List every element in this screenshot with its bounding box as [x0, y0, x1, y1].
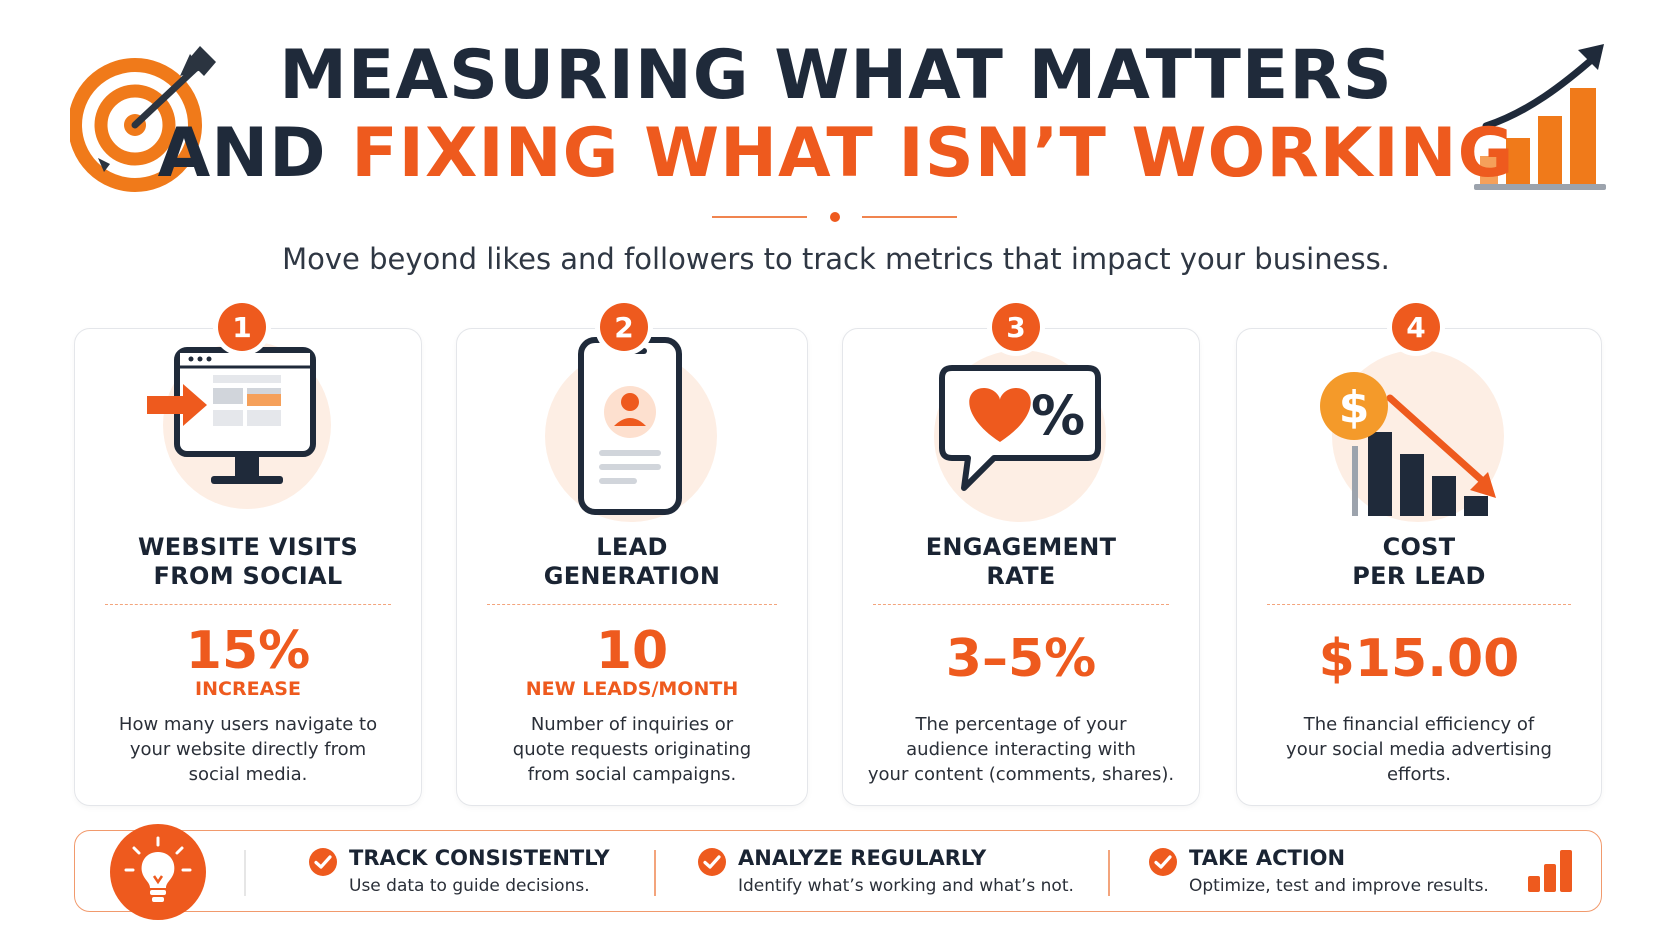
divider-dot [830, 212, 840, 222]
card-metric: 3–5% [945, 629, 1097, 689]
heart-percent-bubble-icon: % [920, 336, 1120, 536]
card-title-line2: PER LEAD [1352, 562, 1486, 590]
tip-title: TRACK CONSISTENTLY [349, 846, 610, 870]
card-desc-line: efforts. [1386, 764, 1452, 785]
divider-line-left [712, 216, 807, 218]
card-separator [873, 604, 1169, 605]
card-desc-line: Number of inquiries or [530, 714, 734, 735]
growth-chart-icon [1468, 40, 1618, 205]
card-desc-line: audience interacting with [906, 739, 1136, 760]
tip-title: TAKE ACTION [1189, 846, 1346, 870]
card-unit: NEW LEADS/MONTH [525, 678, 739, 700]
card-separator [105, 604, 391, 605]
card-metric: $15.00 [1318, 629, 1520, 689]
card-title-line1: WEBSITE VISITS [137, 533, 359, 561]
title-prefix: AND [157, 114, 352, 193]
tip-separator [244, 850, 246, 896]
card-title-line2: FROM SOCIAL [153, 562, 343, 590]
lightbulb-icon [110, 824, 206, 920]
card-title-line2: GENERATION [543, 562, 721, 590]
card-title-line2: RATE [986, 562, 1056, 590]
card-title-line1: COST [1382, 533, 1456, 561]
tip-description: Use data to guide decisions. [349, 876, 590, 896]
card-title: COST PER LEAD [1237, 533, 1601, 591]
phone-profile-icon [531, 336, 731, 536]
card-metric: 15% [185, 621, 311, 681]
page-title-line2: AND FIXING WHAT ISN’T WORKING [0, 114, 1672, 194]
card-title-line1: ENGAGEMENT [925, 533, 1117, 561]
tip-description: Optimize, test and improve results. [1189, 876, 1489, 896]
title-accent: FIXING WHAT ISN’T WORKING [351, 114, 1515, 193]
card-number-badge: 4 [1392, 303, 1440, 351]
title-divider [712, 212, 962, 222]
card-desc-line: your content (comments, shares). [867, 764, 1175, 785]
check-icon [1149, 848, 1177, 876]
tip-separator [1108, 850, 1110, 896]
card-separator [487, 604, 777, 605]
card-desc-line: social media. [188, 764, 308, 785]
monitor-traffic-icon [139, 330, 347, 530]
svg-text:%: % [1031, 384, 1085, 447]
svg-text:$: $ [1339, 382, 1370, 433]
card-desc-line: The financial efficiency of [1303, 714, 1535, 735]
check-icon [698, 848, 726, 876]
dollar-decline-chart-icon: $ [1318, 336, 1518, 536]
card-description: The percentage of your audience interact… [863, 712, 1179, 787]
card-desc-line: The percentage of your [915, 714, 1127, 735]
card-title: WEBSITE VISITS FROM SOCIAL [75, 533, 421, 591]
tip-separator [654, 850, 656, 896]
card-description: How many users navigate to your website … [95, 712, 401, 787]
card-number-badge: 1 [218, 303, 266, 351]
subtitle: Move beyond likes and followers to track… [282, 242, 1390, 276]
card-description: The financial efficiency of your social … [1257, 712, 1581, 787]
target-arrow-icon [68, 40, 230, 210]
divider-line-right [862, 216, 957, 218]
tips-bar [74, 830, 1602, 912]
card-number-badge: 2 [600, 303, 648, 351]
card-title: LEAD GENERATION [457, 533, 807, 591]
card-separator [1267, 604, 1571, 605]
card-title: ENGAGEMENT RATE [843, 533, 1199, 591]
card-desc-line: your website directly from [129, 739, 367, 760]
card-title-line1: LEAD [596, 533, 668, 561]
page-title-line1: MEASURING WHAT MATTERS [279, 36, 1393, 115]
tip-title: ANALYZE REGULARLY [738, 846, 987, 870]
card-desc-line: How many users navigate to [118, 714, 378, 735]
check-icon [309, 848, 337, 876]
mini-bar-chart-icon [1526, 848, 1574, 894]
card-desc-line: quote requests originating [512, 739, 752, 760]
metric-card-website-visits: WEBSITE VISITS FROM SOCIAL 15% INCREASE … [74, 328, 422, 806]
card-desc-line: your social media advertising [1286, 739, 1552, 760]
card-number-badge: 3 [992, 303, 1040, 351]
tip-description: Identify what’s working and what’s not. [738, 876, 1074, 896]
card-metric: 10 [595, 621, 669, 681]
card-unit: INCREASE [195, 678, 301, 700]
card-description: Number of inquiries or quote requests or… [477, 712, 787, 787]
card-desc-line: from social campaigns. [527, 764, 737, 785]
